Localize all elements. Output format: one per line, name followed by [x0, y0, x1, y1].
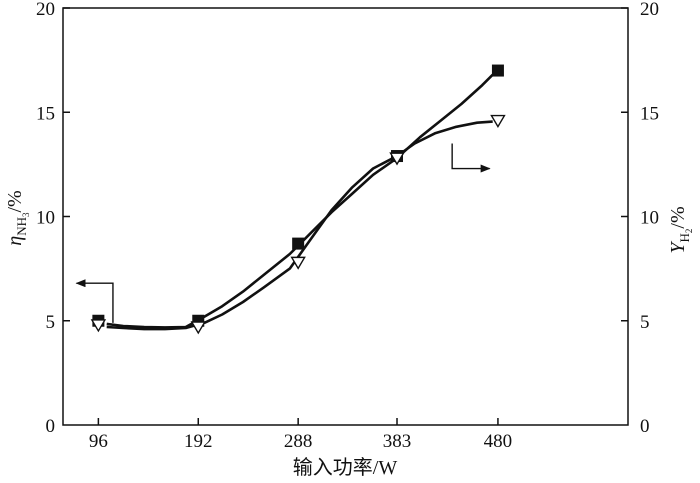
series-layer — [90, 64, 506, 335]
y-right-tick-label: 15 — [640, 103, 659, 124]
arrow-to-right-axis — [451, 143, 491, 173]
y-right-axis-title: YH2/% — [667, 206, 694, 253]
y-left-tick-label: 15 — [36, 103, 55, 124]
x-tick-label: 383 — [383, 431, 412, 452]
y-right-tick-label: 10 — [640, 208, 659, 229]
x-tick-label: 480 — [484, 431, 513, 452]
y-left-tick-label: 0 — [46, 416, 56, 437]
x-tick-label: 96 — [89, 431, 108, 452]
point-square — [292, 237, 305, 250]
y-right-tick-label: 5 — [640, 312, 650, 333]
y-left-tick-label: 10 — [36, 208, 55, 229]
y-left-tick-label: 5 — [46, 312, 56, 333]
arrow-to-left-axis — [75, 279, 114, 323]
point-triangle — [389, 152, 405, 166]
y-right-tick-label: 0 — [640, 416, 650, 437]
annotation-layer — [75, 143, 491, 323]
series-line-1 — [106, 120, 493, 331]
y-right-ticks: 0 5 10 15 20 — [621, 0, 659, 437]
point-triangle — [190, 321, 206, 335]
svg-text:ηNH3/%: ηNH3/% — [4, 190, 31, 245]
x-tick-label: 192 — [184, 431, 213, 452]
series-line-0 — [106, 73, 494, 329]
point-square — [491, 64, 504, 77]
x-tick-label: 288 — [284, 431, 313, 452]
plot-frame — [62, 7, 629, 426]
x-axis-title: 输入功率/W — [293, 456, 398, 479]
point-triangle — [490, 114, 506, 128]
y-right-tick-label: 20 — [640, 0, 659, 20]
y-left-axis-title: ηNH3/% — [4, 190, 31, 245]
y-left-ticks: 0 5 10 15 20 — [36, 0, 70, 437]
point-triangle — [290, 256, 306, 270]
point-triangle — [90, 319, 107, 333]
svg-text:YH2/%: YH2/% — [667, 206, 694, 253]
y-left-tick-label: 20 — [36, 0, 55, 20]
x-ticks: 96 192 288 383 480 — [89, 418, 512, 452]
